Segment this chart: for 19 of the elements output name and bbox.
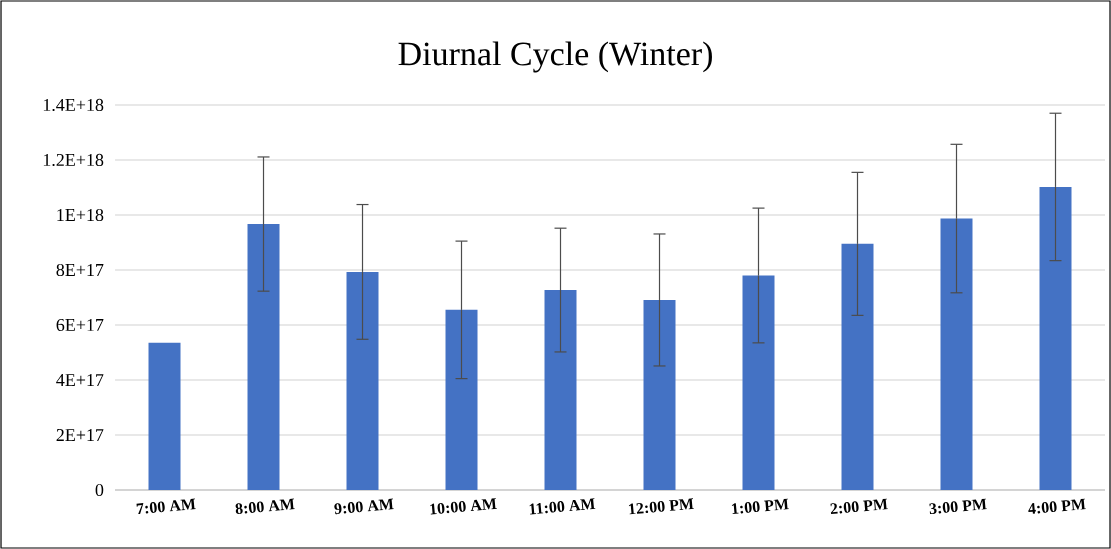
x-tick-label: 11:00 AM [529, 498, 596, 515]
x-tick-label: 1:00 PM [731, 498, 789, 515]
x-tick-label: 7:00 AM [136, 498, 196, 515]
y-tick-label: 2E+17 [56, 429, 104, 441]
y-tick-label: 6E+17 [56, 318, 104, 332]
x-tick-label: 2:00 PM [830, 498, 888, 515]
x-tick-label: 9:00 AM [334, 498, 394, 515]
chart-title: Diurnal Cycle (Winter) [398, 41, 712, 73]
y-tick-label: 1.2E+18 [43, 153, 104, 167]
y-tick-label: 4E+17 [56, 374, 104, 386]
x-tick-label: 8:00 AM [235, 498, 295, 515]
y-tick-label: 8E+17 [56, 263, 104, 277]
y-tick-label: 1.4E+18 [43, 98, 104, 112]
x-tick-label: 12:00 PM [628, 498, 694, 515]
y-tick-label: 1E+18 [57, 208, 104, 222]
x-tick-label: 4:00 PM [1028, 498, 1086, 514]
y-tick-label: 0 [95, 483, 104, 497]
x-tick-label: 10:00 AM [430, 498, 497, 515]
x-tick-label: 3:00 PM [929, 498, 987, 515]
